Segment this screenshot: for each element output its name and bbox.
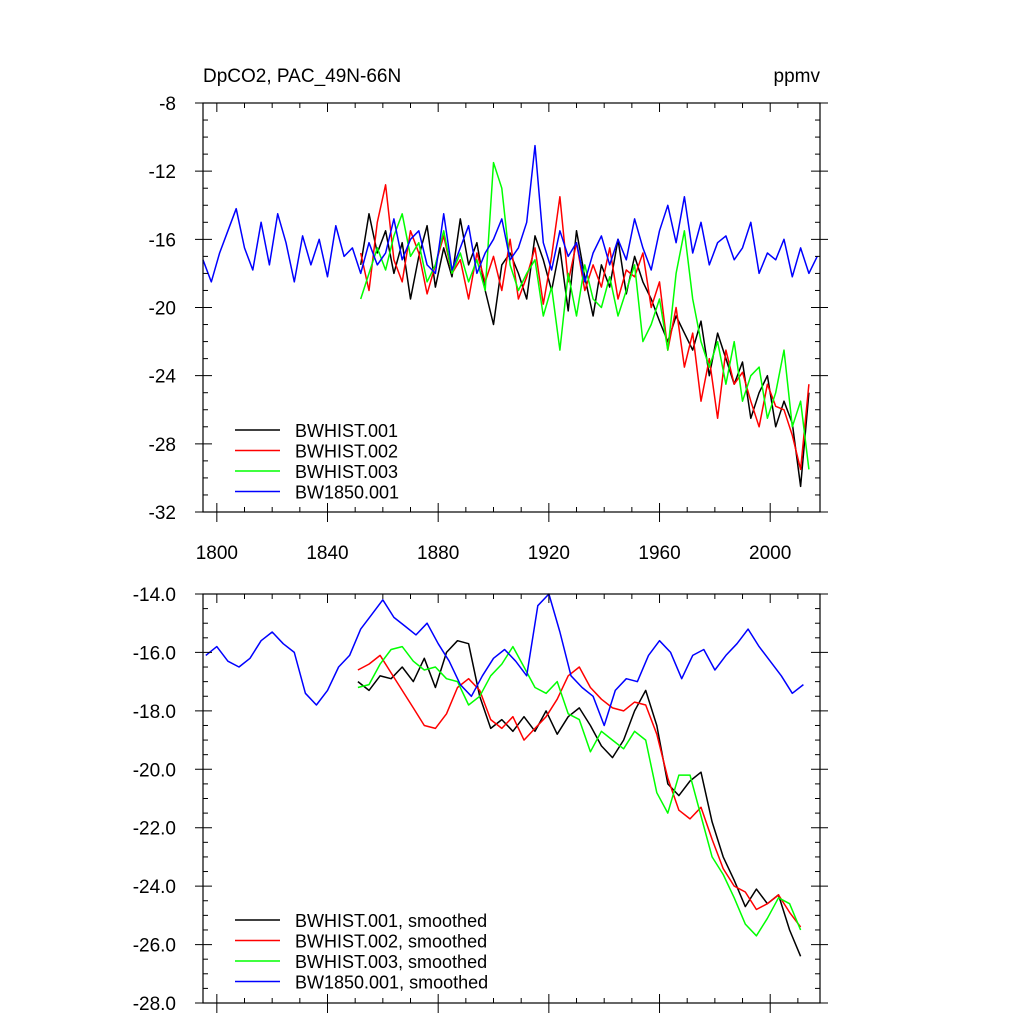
series-line-bw1850-001 — [202, 144, 818, 283]
legend-label-bwhist-001: BWHIST.001 — [295, 421, 398, 441]
annual-ytick-label: -32 — [149, 503, 176, 524]
legend-label-bwhist-002: BWHIST.002 — [295, 442, 398, 462]
series-line-bw1850-001-smoothed — [205, 593, 804, 727]
legend-label-bwhist-001-smoothed: BWHIST.001, smoothed — [295, 911, 487, 931]
smoothed-ytick-label: -24.0 — [133, 877, 176, 898]
legend-label-bwhist-002-smoothed: BWHIST.002, smoothed — [295, 932, 487, 952]
smoothed-ytick-label: -28.0 — [133, 994, 176, 1015]
annual-xtick-label: 1800 — [196, 543, 238, 564]
units-label: ppmv — [774, 66, 821, 87]
annual-panel: 1800 1840 1880 1920 1960 2000 -8 -12 -16 -20 -24 -2… — [149, 94, 828, 564]
annual-xtick-label: 2000 — [749, 543, 791, 564]
legend-label-bwhist-003-smoothed: BWHIST.003, smoothed — [295, 952, 487, 972]
figure-title: DpCO2, PAC_49N-66N — [203, 66, 401, 87]
series-line-bwhist-001-smoothed — [357, 639, 802, 957]
series-line-bwhist-003-smoothed — [357, 645, 802, 937]
smoothed-ytick-label: -14.0 — [133, 585, 176, 606]
legend-label-bw1850-001-smoothed: BW1850.001, smoothed — [295, 973, 488, 993]
smoothed-ytick-label: -20.0 — [133, 760, 176, 781]
annual-xtick-label: 1960 — [638, 543, 680, 564]
annual-ytick-label: -16 — [149, 230, 176, 251]
smoothed-ytick-label: -26.0 — [133, 936, 176, 957]
smoothed-ytick-label: -18.0 — [133, 702, 176, 723]
annual-ytick-label: -12 — [149, 162, 176, 183]
annual-xtick-label: 1840 — [306, 543, 348, 564]
annual-ytick-label: -24 — [149, 367, 177, 388]
series-line-bwhist-003 — [359, 161, 810, 470]
series-line-bwhist-002-smoothed — [357, 654, 802, 928]
annual-xtick-label: 1880 — [417, 543, 459, 564]
series-line-bwhist-001 — [359, 213, 810, 488]
legend-label-bw1850-001: BW1850.001 — [295, 483, 399, 503]
smoothed-panel: -14.0 -16.0 -18.0 -20.0 -22.0 -24.0 -26.0 -28.0… — [133, 585, 828, 1015]
annual-xtick-label: 1920 — [528, 543, 570, 564]
annual-ytick-label: -28 — [149, 435, 176, 456]
smoothed-ytick-label: -16.0 — [133, 643, 176, 664]
annual-ytick-label: -8 — [159, 94, 176, 115]
legend-label-bwhist-003: BWHIST.003 — [295, 462, 398, 482]
smoothed-ytick-label: -22.0 — [133, 819, 176, 840]
annual-ytick-label: -20 — [149, 299, 176, 320]
